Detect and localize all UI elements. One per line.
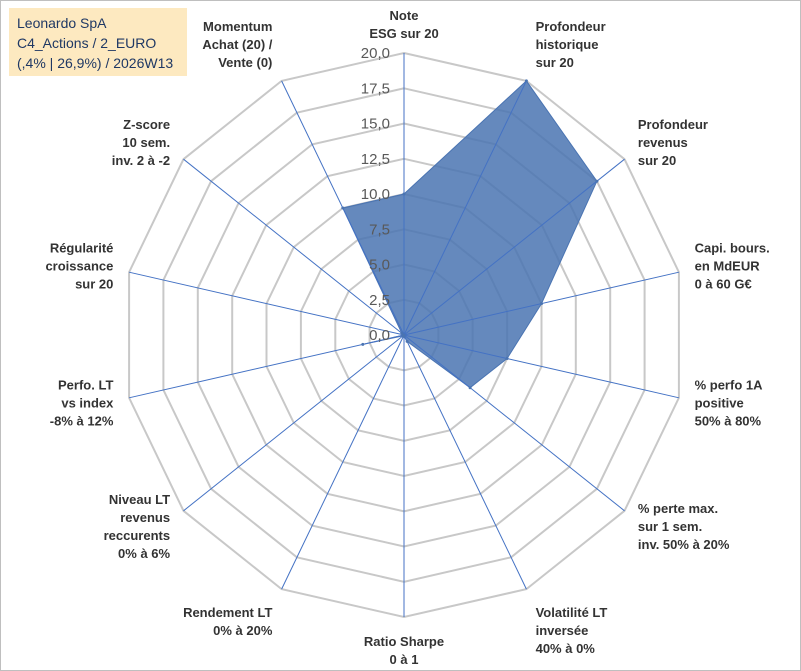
category-label-0-line-0: Note (390, 8, 419, 23)
data-point-5 (468, 386, 472, 390)
category-label-5-line-2: inv. 50% à 20% (638, 537, 730, 552)
category-label-4-line-1: positive (695, 396, 744, 411)
data-point-4 (505, 357, 509, 360)
category-label-0: Note ESG sur 20 (369, 8, 438, 41)
category-label-6-line-2: 40% à 0% (536, 641, 596, 656)
category-label-7-line-1: 0 à 1 (390, 652, 419, 667)
category-label-3: Capi. bours. en MdEUR 0 à 60 G€ (695, 241, 770, 292)
data-point-11 (402, 333, 406, 337)
tick-label-6: 15,0 (361, 116, 390, 133)
data-point-3 (540, 302, 543, 306)
category-label-4-line-0: % perfo 1A (695, 378, 764, 393)
category-label-2-line-0: Profondeur (638, 117, 708, 132)
category-label-2-line-2: sur 20 (638, 153, 676, 168)
data-point-10 (361, 342, 365, 346)
data-point-2 (595, 179, 599, 183)
category-label-3-line-1: en MdEUR (695, 259, 761, 274)
category-label-9-line-2: reccurents (104, 528, 170, 543)
category-label-4: % perfo 1A positive 50% à 80% (695, 378, 764, 429)
category-label-7-line-0: Ratio Sharpe (364, 634, 444, 649)
spoke-4 (403, 334, 680, 399)
category-label-6: Volatilité LT inversée 40% à 0% (536, 605, 608, 656)
category-label-12-line-0: Z-score (123, 117, 170, 132)
data-point-1 (524, 79, 528, 83)
category-label-2-line-1: revenus (638, 135, 688, 150)
tick-label-0: 0,0 (369, 327, 390, 344)
category-label-10: Perfo. LT vs index -8% à 12% (50, 378, 114, 429)
tick-label-8: 20,0 (361, 45, 390, 62)
category-label-13-line-1: Achat (20) / (202, 37, 272, 52)
tick-label-5: 12,5 (361, 151, 390, 168)
spoke-11 (128, 271, 405, 336)
category-label-4-line-2: 50% à 80% (695, 414, 762, 429)
category-label-6-line-0: Volatilité LT (536, 605, 608, 620)
spoke-5 (403, 334, 625, 512)
tick-label-2: 5,0 (369, 257, 390, 274)
category-label-8-line-1: 0% à 20% (213, 623, 273, 638)
category-label-7: Ratio Sharpe 0 à 1 (364, 634, 444, 667)
info-title: Leonardo SpA (17, 15, 107, 31)
category-label-12-line-1: 10 sem. (122, 135, 170, 150)
category-label-10-line-1: vs index (61, 396, 114, 411)
category-label-13-line-2: Vente (0) (218, 55, 272, 70)
category-label-9-line-1: revenus (120, 510, 170, 525)
tick-label-3: 7,5 (369, 221, 390, 238)
data-point-0 (402, 192, 406, 196)
category-label-11: Régularité croissance sur 20 (45, 241, 113, 292)
spoke-1 (403, 80, 527, 336)
category-label-3-line-2: 0 à 60 G€ (695, 277, 752, 292)
spoke-10 (128, 334, 405, 399)
category-label-9-line-0: Niveau LT (109, 492, 170, 507)
info-box: Leonardo SpA C4_Actions / 2_EURO (,4% | … (9, 8, 187, 76)
category-label-5-line-0: % perte max. (638, 501, 718, 516)
category-label-9: Niveau LT revenus reccurents 0% à 6% (104, 492, 171, 561)
category-label-12-line-2: inv. 2 à -2 (112, 153, 170, 168)
category-label-8: Rendement LT 0% à 20% (183, 605, 273, 638)
category-label-6-line-1: inversée (536, 623, 589, 638)
category-label-1-line-2: sur 20 (536, 55, 574, 70)
tick-label-4: 10,0 (361, 186, 390, 203)
category-label-9-line-3: 0% à 6% (118, 546, 170, 561)
category-label-5-line-1: sur 1 sem. (638, 519, 702, 534)
tick-label-7: 17,5 (361, 80, 390, 97)
spoke-12 (183, 158, 405, 336)
category-label-5: % perte max. sur 1 sem. inv. 50% à 20% (638, 501, 730, 552)
data-point-6 (405, 339, 409, 343)
spoke-2 (403, 158, 625, 336)
tick-label-1: 2,5 (369, 292, 390, 309)
info-range-week: (,4% | 26,9%) / 2026W13 (17, 55, 174, 71)
category-label-1: Profondeur historique sur 20 (536, 19, 606, 70)
category-label-1-line-0: Profondeur (536, 19, 606, 34)
category-label-12: Z-score 10 sem. inv. 2 à -2 (112, 117, 170, 168)
category-label-11-line-0: Régularité (50, 241, 114, 256)
category-label-10-line-2: -8% à 12% (50, 414, 114, 429)
info-category: C4_Actions / 2_EURO (17, 35, 157, 51)
category-label-11-line-1: croissance (45, 259, 113, 274)
data-point-12 (400, 331, 404, 335)
category-label-3-line-0: Capi. bours. (695, 241, 770, 256)
category-label-10-line-0: Perfo. LT (58, 378, 113, 393)
category-label-13: Momentum Achat (20) / Vente (0) (202, 19, 272, 70)
category-label-1-line-1: historique (536, 37, 599, 52)
category-label-8-line-0: Rendement LT (183, 605, 272, 620)
data-point-13 (341, 206, 345, 210)
category-label-13-line-0: Momentum (203, 19, 272, 34)
category-label-0-line-1: ESG sur 20 (369, 26, 438, 41)
spoke-6 (403, 334, 527, 590)
category-label-2: Profondeur revenus sur 20 (638, 117, 708, 168)
category-label-11-line-2: sur 20 (75, 277, 113, 292)
spoke-8 (281, 334, 405, 590)
spoke-9 (183, 334, 405, 512)
